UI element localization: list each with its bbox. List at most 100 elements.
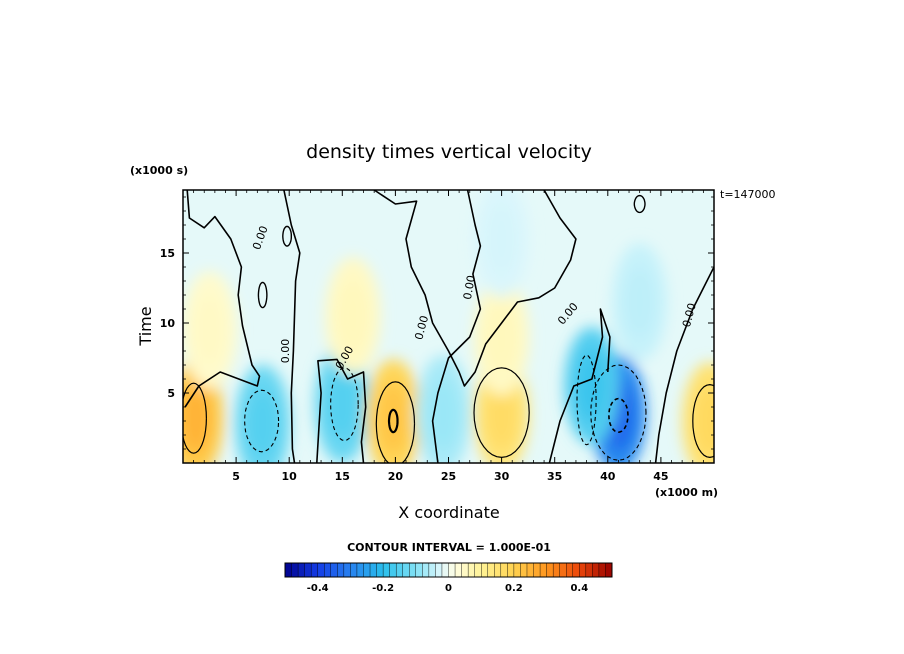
- y-axis-label: Time: [136, 306, 155, 346]
- field-anomaly-core: [337, 280, 369, 352]
- colorbar-cell: [500, 562, 508, 578]
- contour-zero: [692, 384, 714, 458]
- contour-zero: [548, 308, 611, 463]
- colorbar-cell: [324, 562, 332, 578]
- colorbar-cell: [415, 562, 423, 578]
- colorbar-tick-label: 0.4: [570, 583, 588, 594]
- x-tick-label: 20: [388, 470, 404, 483]
- colorbar-cell: [585, 562, 593, 578]
- contour-zero: [283, 190, 301, 463]
- colorbar-cell: [533, 562, 541, 578]
- colorbar-cell: [572, 562, 580, 578]
- time-annotation: t=147000: [720, 188, 776, 201]
- contour-zero: [633, 194, 646, 214]
- x-tick-label: 15: [335, 470, 350, 483]
- colorbar-cell: [579, 562, 587, 578]
- colorbar-cell: [428, 562, 436, 578]
- colorbar-cell: [284, 562, 292, 578]
- colorbar-cell: [389, 562, 397, 578]
- colorbar-cell: [304, 562, 312, 578]
- contour-label: 0.00: [412, 314, 431, 341]
- y-units-label: (x1000 s): [130, 164, 188, 177]
- contour-negative: [608, 397, 629, 433]
- colorbar-cell: [291, 562, 299, 578]
- colorbar-cell: [382, 562, 391, 578]
- colorbar-cell: [343, 562, 351, 578]
- x-tick-label: 30: [494, 470, 510, 483]
- contour-label: 0.00: [279, 339, 292, 364]
- colorbar-cell: [494, 562, 502, 578]
- contour-negative: [244, 389, 280, 453]
- colorbar-cell: [448, 562, 456, 578]
- x-tick-label: 40: [600, 470, 616, 483]
- colorbar-tick-label: -0.4: [307, 583, 329, 594]
- field-anomaly-core: [486, 301, 517, 373]
- contour-zero: [184, 190, 261, 408]
- colorbar-cell: [330, 562, 338, 578]
- y-tick-label: 5: [167, 387, 175, 400]
- colorbar-cell: [598, 562, 606, 578]
- contour-lines: 0.000.00 0.000.000.000.00 0.00: [183, 190, 714, 463]
- colorbar-cell: [441, 562, 449, 578]
- contour-zero: [183, 382, 207, 454]
- colorbar-cell: [467, 562, 476, 578]
- colorbar-cell: [526, 562, 534, 578]
- colorbar-cell: [376, 562, 384, 578]
- x-tick-label: 35: [547, 470, 562, 483]
- contour-zero: [257, 281, 268, 309]
- contour-zero: [316, 358, 367, 463]
- colorbar-cell: [363, 562, 371, 578]
- field-anomaly-core: [694, 385, 714, 457]
- y-tick-label: 15: [160, 247, 175, 260]
- x-axis-label: X coordinate: [398, 503, 499, 522]
- colorbar-cell: [592, 562, 600, 578]
- colorbar-frame: [284, 562, 613, 578]
- colorbar-cell: [513, 562, 521, 578]
- field-anomaly-core: [378, 382, 409, 454]
- x-units-label: (x1000 m): [655, 486, 718, 499]
- colorbar-ticks: -0.4 -0.2 0 0.2 0.4: [307, 583, 588, 594]
- contour-negative: [576, 354, 597, 446]
- colorbar-tick-label: 0.2: [505, 583, 523, 594]
- x-tick-label: 5: [232, 470, 240, 483]
- colorbar-cell: [422, 562, 430, 578]
- field-anomaly-core: [624, 266, 655, 338]
- contour-zero: [375, 381, 416, 463]
- colorbar-cell: [337, 562, 345, 578]
- colorbar-cell: [552, 562, 561, 578]
- x-tick-label: 25: [441, 470, 456, 483]
- contour-interval-label: CONTOUR INTERVAL = 1.000E-01: [347, 541, 551, 554]
- colorbar: [284, 562, 613, 578]
- contour-negative: [590, 364, 647, 461]
- x-tick-label: 10: [282, 470, 298, 483]
- field-anomaly-core: [486, 378, 517, 450]
- y-tick-label: 10: [160, 317, 176, 330]
- colorbar-cell: [395, 562, 404, 578]
- colorbar-cell: [409, 562, 417, 578]
- field-anomaly-core: [428, 378, 459, 450]
- colorbar-cell: [369, 562, 377, 578]
- colorbar-cell: [507, 562, 515, 578]
- heatmap-field: [183, 190, 714, 463]
- contour-zero: [387, 408, 399, 434]
- colorbar-cell: [487, 562, 495, 578]
- x-tick-label: 45: [653, 470, 668, 483]
- colorbar-cell: [520, 562, 528, 578]
- chart-title: density times vertical velocity: [306, 141, 592, 163]
- colorbar-cell: [297, 562, 306, 578]
- axis-ticks: 5 10 15 20 25 30 35 40 45 5 10 15: [160, 190, 714, 483]
- colorbar-cell: [402, 562, 410, 578]
- colorbar-cell: [461, 562, 469, 578]
- colorbar-cell: [559, 562, 567, 578]
- contour-label: 0.00: [680, 302, 699, 329]
- colorbar-cell: [566, 562, 574, 578]
- field-anomaly-core: [576, 350, 608, 422]
- contour-zero: [654, 266, 714, 463]
- colorbar-cell: [317, 562, 325, 578]
- colorbar-cell: [474, 562, 482, 578]
- colorbar-cell: [539, 562, 547, 578]
- contour-zero: [282, 225, 292, 247]
- colorbar-cell: [605, 562, 613, 578]
- field-anomaly-core: [247, 388, 278, 460]
